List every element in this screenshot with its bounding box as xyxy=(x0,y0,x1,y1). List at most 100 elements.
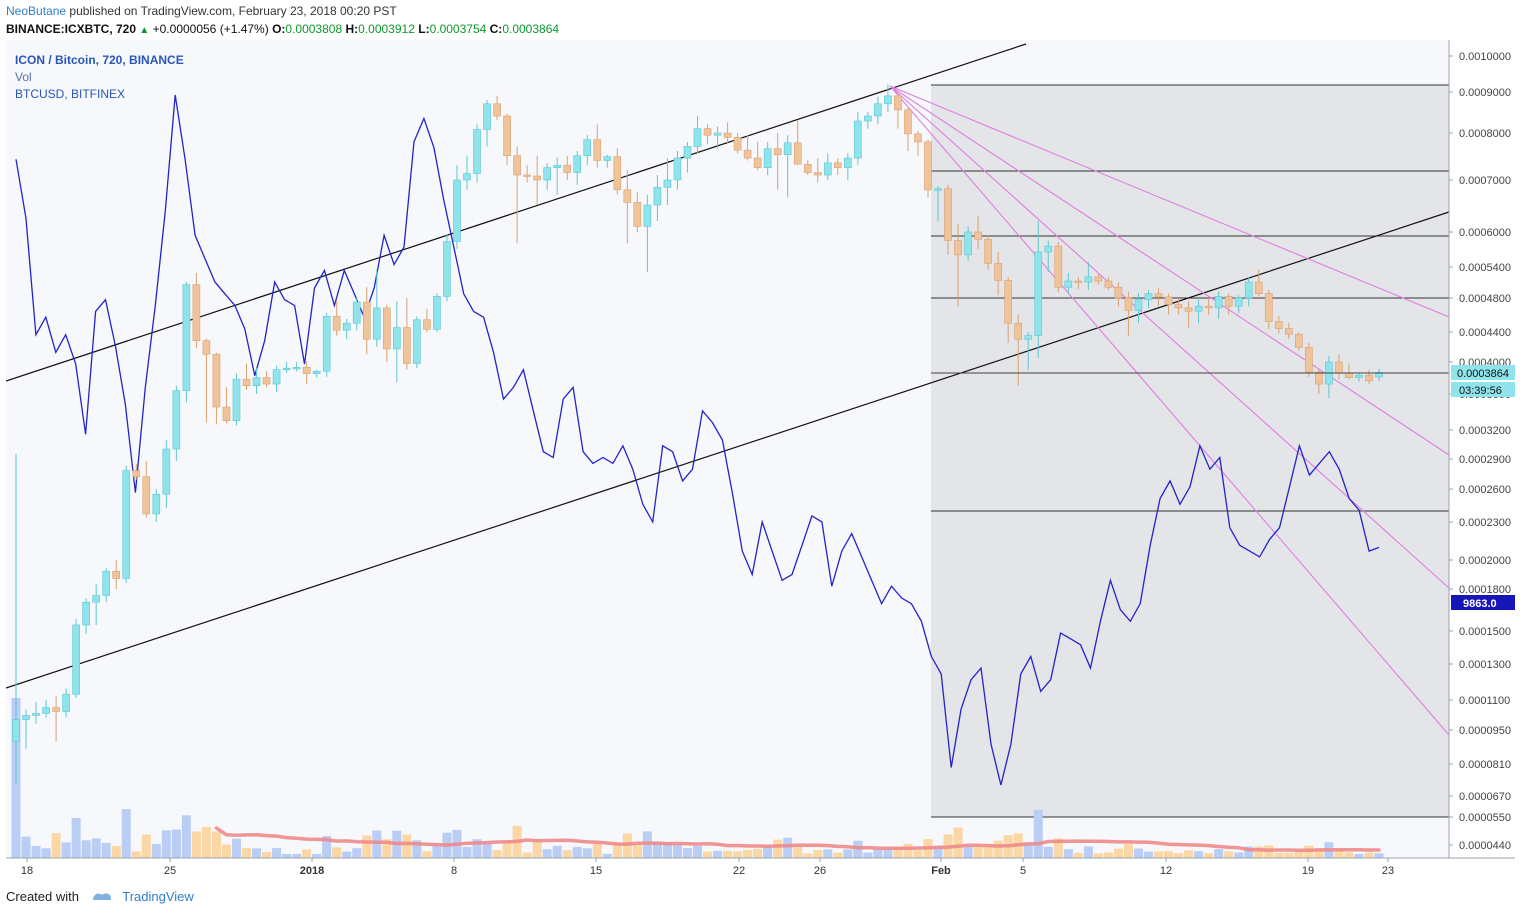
candle[interactable] xyxy=(413,316,421,369)
candle[interactable] xyxy=(312,369,321,378)
candle[interactable] xyxy=(573,151,582,185)
candle[interactable] xyxy=(753,141,762,171)
candle[interactable] xyxy=(583,135,592,166)
candle[interactable] xyxy=(282,362,291,373)
candle[interactable] xyxy=(743,135,752,161)
candle[interactable] xyxy=(1074,276,1083,289)
gann-fan-line[interactable] xyxy=(889,85,1450,456)
candle[interactable] xyxy=(463,155,471,190)
channel-lower-line[interactable] xyxy=(6,211,1450,689)
candle[interactable] xyxy=(272,365,281,393)
candle[interactable] xyxy=(252,368,261,394)
fib-retracement-box[interactable] xyxy=(931,85,1449,817)
candle[interactable] xyxy=(523,165,531,183)
candle[interactable] xyxy=(954,223,962,307)
candle[interactable] xyxy=(763,141,772,176)
candle[interactable] xyxy=(1084,262,1093,290)
footer-brand[interactable]: TradingView xyxy=(122,889,194,904)
candle[interactable] xyxy=(944,184,952,255)
candle[interactable] xyxy=(132,463,141,480)
candle[interactable] xyxy=(433,293,441,332)
candle[interactable] xyxy=(192,272,201,349)
candle[interactable] xyxy=(834,158,842,176)
candle[interactable] xyxy=(1184,301,1193,328)
legend-overlay-series[interactable]: BTCUSD, BITFINEX xyxy=(15,87,126,101)
candle[interactable] xyxy=(1194,299,1203,324)
legend-main-series[interactable]: ICON / Bitcoin, 720, BINANCE xyxy=(15,53,184,67)
candle[interactable] xyxy=(793,120,802,165)
candle[interactable] xyxy=(773,133,782,190)
candle[interactable] xyxy=(383,304,391,362)
candle[interactable] xyxy=(633,192,642,232)
candle[interactable] xyxy=(342,318,351,340)
candle[interactable] xyxy=(613,148,622,195)
candle[interactable] xyxy=(894,93,902,129)
candle[interactable] xyxy=(72,619,80,699)
candle[interactable] xyxy=(332,299,341,336)
candle[interactable] xyxy=(713,126,722,149)
candle[interactable] xyxy=(653,175,662,221)
candle[interactable] xyxy=(1234,295,1243,313)
candle[interactable] xyxy=(1274,316,1283,334)
candle[interactable] xyxy=(934,185,942,221)
candle[interactable] xyxy=(623,170,632,244)
candle[interactable] xyxy=(1295,332,1303,351)
candle[interactable] xyxy=(1174,298,1183,315)
gann-fan-line[interactable] xyxy=(889,85,1450,736)
candle[interactable] xyxy=(12,453,20,784)
candle[interactable] xyxy=(683,141,692,173)
candle[interactable] xyxy=(813,158,822,183)
candle[interactable] xyxy=(733,133,742,154)
candle[interactable] xyxy=(914,130,922,156)
candle[interactable] xyxy=(142,460,151,518)
candle[interactable] xyxy=(1104,276,1113,290)
candle[interactable] xyxy=(964,226,972,261)
candle[interactable] xyxy=(503,113,511,166)
candle[interactable] xyxy=(1064,272,1073,294)
candle[interactable] xyxy=(32,701,40,724)
candle[interactable] xyxy=(42,700,50,718)
candle[interactable] xyxy=(1264,289,1273,330)
price-chart[interactable]: 0.0010000 0.0009000 0.0008000 0.0007000 0.00… xyxy=(6,40,1515,880)
candle[interactable] xyxy=(403,298,411,370)
candle[interactable] xyxy=(22,709,30,749)
candle[interactable] xyxy=(352,296,361,331)
candle[interactable] xyxy=(864,111,872,129)
candle[interactable] xyxy=(302,361,311,385)
candle[interactable] xyxy=(593,124,602,168)
candle[interactable] xyxy=(52,696,60,742)
candle[interactable] xyxy=(803,160,812,176)
candle[interactable] xyxy=(553,157,561,195)
candle[interactable] xyxy=(122,465,131,583)
candle[interactable] xyxy=(844,153,852,180)
candle[interactable] xyxy=(1134,293,1143,324)
price-axis[interactable] xyxy=(1449,40,1515,858)
candle[interactable] xyxy=(362,287,371,355)
candle[interactable] xyxy=(92,584,100,625)
candle[interactable] xyxy=(112,560,121,589)
candle[interactable] xyxy=(974,215,982,250)
channel-upper-line[interactable] xyxy=(6,43,1027,382)
candle[interactable] xyxy=(1054,242,1063,293)
candle[interactable] xyxy=(543,162,551,190)
candle[interactable] xyxy=(423,308,431,332)
candle[interactable] xyxy=(453,165,461,250)
candle[interactable] xyxy=(1014,314,1023,386)
time-axis[interactable] xyxy=(6,858,1515,880)
candle[interactable] xyxy=(723,122,732,145)
candle[interactable] xyxy=(1355,373,1363,382)
candle[interactable] xyxy=(1204,298,1213,315)
candle[interactable] xyxy=(1004,276,1012,343)
candle[interactable] xyxy=(1254,269,1263,297)
candle[interactable] xyxy=(904,107,912,152)
candle[interactable] xyxy=(984,234,992,270)
gann-fan-line[interactable] xyxy=(889,85,1450,589)
candle[interactable] xyxy=(563,155,572,180)
candle[interactable] xyxy=(152,489,161,522)
candle[interactable] xyxy=(673,151,682,190)
candle[interactable] xyxy=(823,153,832,180)
candle[interactable] xyxy=(1224,293,1233,315)
candle[interactable] xyxy=(232,373,241,426)
candle[interactable] xyxy=(1244,276,1253,307)
candle[interactable] xyxy=(783,135,792,198)
